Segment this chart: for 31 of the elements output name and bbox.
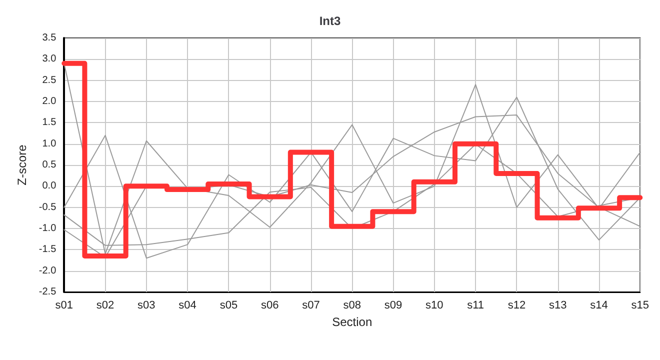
y-tick-label: -2.0: [38, 265, 57, 276]
x-tick-label: s15: [631, 300, 650, 312]
y-tick-label: 3.5: [42, 32, 57, 44]
x-tick-label: s05: [220, 300, 238, 312]
x-tick-label: s03: [138, 300, 156, 312]
chart-title: Int3: [319, 14, 341, 28]
y-tick-label: -2.5: [38, 286, 57, 298]
y-tick-label: 1.5: [42, 117, 57, 128]
x-tick-label: s11: [467, 300, 484, 312]
x-tick-label: s12: [508, 300, 526, 312]
x-tick-label: s14: [590, 300, 608, 312]
y-tick-label: -0.5: [38, 202, 57, 213]
x-tick-label: s09: [384, 300, 402, 312]
x-tick-label: s01: [55, 300, 74, 312]
y-tick-label: -1.5: [38, 244, 57, 256]
x-tick-label: s02: [96, 300, 114, 312]
y-tick-label: 3.0: [42, 54, 57, 65]
y-tick-label: 1.0: [42, 138, 57, 150]
x-tick-label: s13: [548, 300, 567, 312]
x-axis-title: Section: [332, 314, 372, 329]
x-tick-label: s07: [302, 300, 320, 312]
y-tick-label: 0.5: [42, 160, 57, 170]
y-tick-label: 2.5: [42, 74, 57, 86]
x-tick-label: s10: [426, 300, 444, 312]
y-tick-label: 2.0: [42, 96, 57, 107]
x-tick-label: s06: [260, 300, 279, 312]
y-tick-label: -1.0: [38, 223, 57, 234]
x-tick-label: s04: [178, 300, 196, 312]
y-axis-title: Z-score: [15, 144, 29, 186]
y-tick-label: 0.0: [42, 180, 57, 192]
x-tick-label: s08: [343, 300, 362, 312]
